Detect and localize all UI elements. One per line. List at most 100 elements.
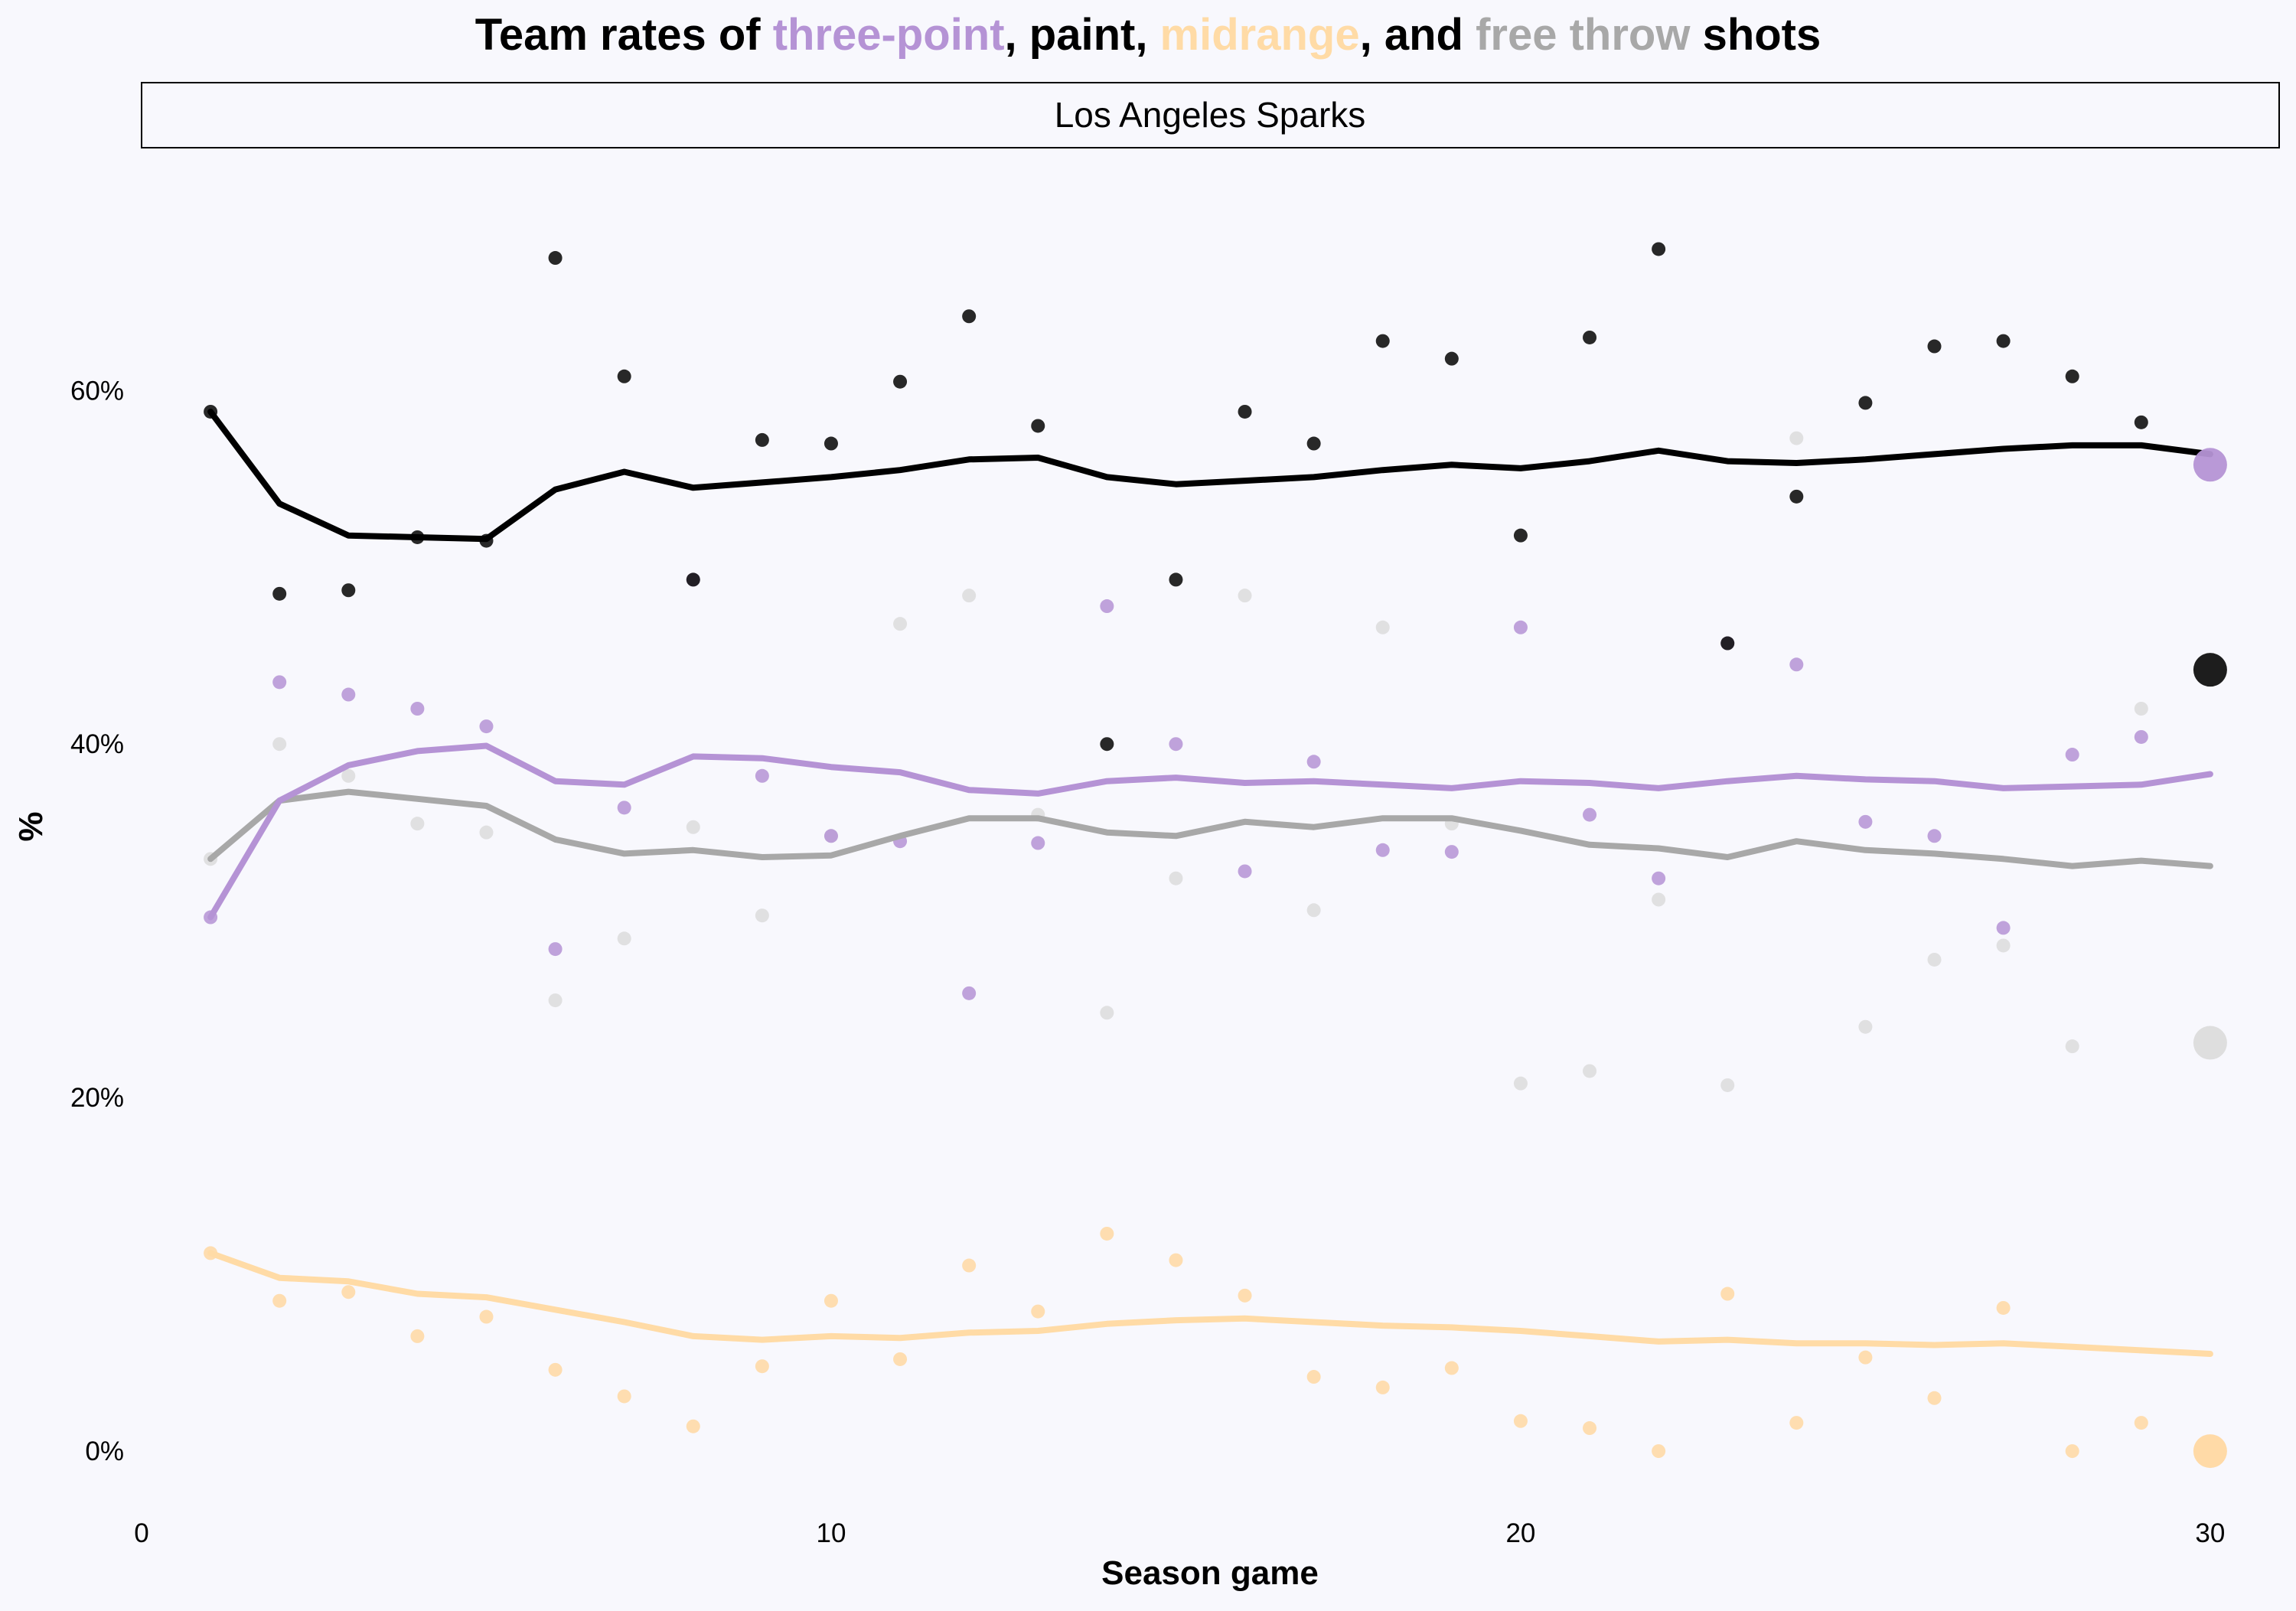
paint-point: [1444, 351, 1459, 366]
title-part: Team rates of: [475, 10, 773, 60]
chart-title: Team rates of three-point, paint, midran…: [475, 10, 1821, 60]
three-point-point: [479, 719, 494, 734]
paint-point: [2065, 369, 2079, 383]
free-throw-point: [962, 589, 977, 603]
midrange-point: [962, 1258, 977, 1273]
y-axis: 0% 20% 40% 60%: [70, 376, 124, 1466]
three-point-point: [962, 986, 977, 1000]
midrange-point: [1583, 1421, 1597, 1436]
free-throw-line: [207, 788, 2213, 869]
free-throw-point: [1583, 1064, 1597, 1078]
free-throw-point: [617, 931, 631, 946]
free-throw-point: [1306, 903, 1321, 918]
three-point-point: [823, 829, 838, 843]
midrange-point: [893, 1352, 908, 1366]
paint-point: [1927, 339, 1942, 354]
paint-latest-point: [2193, 653, 2227, 687]
three-point-point: [1652, 871, 1666, 885]
facet-strip: [141, 82, 2280, 148]
three-point-line: [207, 742, 2213, 921]
y-axis-title: %: [12, 811, 50, 841]
paint-point: [823, 436, 838, 451]
midrange-point: [823, 1293, 838, 1308]
paint-point: [962, 309, 977, 324]
free-throw-point: [755, 908, 769, 923]
three-point-point: [2134, 729, 2148, 744]
title-part: , paint,: [1005, 10, 1160, 60]
y-tick-label: 20%: [70, 1083, 124, 1113]
x-tick-label: 10: [816, 1518, 846, 1548]
midrange-point: [1238, 1288, 1252, 1303]
midrange-point: [1444, 1361, 1459, 1375]
paint-point: [1169, 572, 1183, 587]
free-throw-point: [1720, 1078, 1735, 1092]
paint-point: [1513, 528, 1528, 543]
paint-point: [1238, 404, 1252, 419]
three-point-point: [1100, 599, 1114, 614]
paint-point: [1306, 436, 1321, 451]
paint-point: [1100, 737, 1114, 752]
free-throw-point: [272, 737, 287, 752]
midrange-point: [1789, 1416, 1804, 1430]
paint-point: [548, 251, 563, 266]
midrange-latest-point: [2193, 1434, 2227, 1469]
midrange-point: [341, 1285, 356, 1300]
three-point-point: [755, 768, 769, 783]
three-point-point: [1238, 864, 1252, 879]
free-throw-point: [1927, 952, 1942, 967]
title-part: free throw: [1476, 10, 1691, 60]
title-part: midrange: [1160, 10, 1360, 60]
paint-point: [272, 586, 287, 601]
midrange-point: [1927, 1391, 1942, 1405]
three-point-point: [1031, 836, 1045, 850]
midrange-point: [2134, 1416, 2148, 1430]
free-throw-point: [1375, 620, 1390, 634]
three-point-latest-point: [2193, 448, 2227, 482]
three-point-point: [2065, 748, 2079, 762]
free-throw-point: [479, 825, 494, 840]
x-axis: 0 10 20 30: [134, 1518, 2225, 1548]
x-axis-title: Season game: [1101, 1554, 1319, 1592]
midrange-point: [1306, 1370, 1321, 1384]
three-point-point: [1375, 843, 1390, 857]
paint-point: [893, 374, 908, 389]
three-point-point: [1996, 921, 2011, 935]
midrange-point: [1996, 1300, 2011, 1315]
free-throw-point: [1238, 589, 1252, 603]
paint-point: [1031, 419, 1045, 433]
title-part: three-point: [773, 10, 1005, 60]
paint-point: [617, 369, 631, 383]
three-point-point: [1444, 845, 1459, 859]
y-tick-label: 0%: [85, 1437, 124, 1466]
paint-point: [1720, 636, 1735, 651]
midrange-point: [1513, 1414, 1528, 1428]
paint-point: [341, 583, 356, 598]
three-point-point: [1927, 829, 1942, 843]
y-tick-label: 60%: [70, 376, 124, 406]
free-throw-point: [341, 768, 356, 783]
paint-point: [1789, 489, 1804, 504]
paint-point: [755, 432, 769, 447]
paint-point: [686, 572, 700, 587]
free-throw-point: [1169, 871, 1183, 885]
free-throw-point: [548, 993, 563, 1008]
midrange-point: [2065, 1444, 2079, 1459]
lines-layer: [207, 409, 2213, 1357]
midrange-point: [1652, 1444, 1666, 1459]
x-tick-label: 20: [1505, 1518, 1535, 1548]
midrange-point: [1031, 1304, 1045, 1319]
midrange-line: [207, 1250, 2213, 1357]
midrange-point: [686, 1419, 700, 1433]
free-throw-point: [686, 820, 700, 834]
three-point-point: [341, 687, 356, 702]
paint-point: [1583, 330, 1597, 344]
paint-point: [1375, 334, 1390, 348]
three-point-point: [272, 675, 287, 690]
paint-line: [207, 409, 2213, 543]
paint-point: [2134, 415, 2148, 429]
three-point-point: [617, 801, 631, 815]
free-throw-point: [410, 817, 425, 831]
midrange-point: [1375, 1380, 1390, 1394]
midrange-point: [617, 1389, 631, 1404]
